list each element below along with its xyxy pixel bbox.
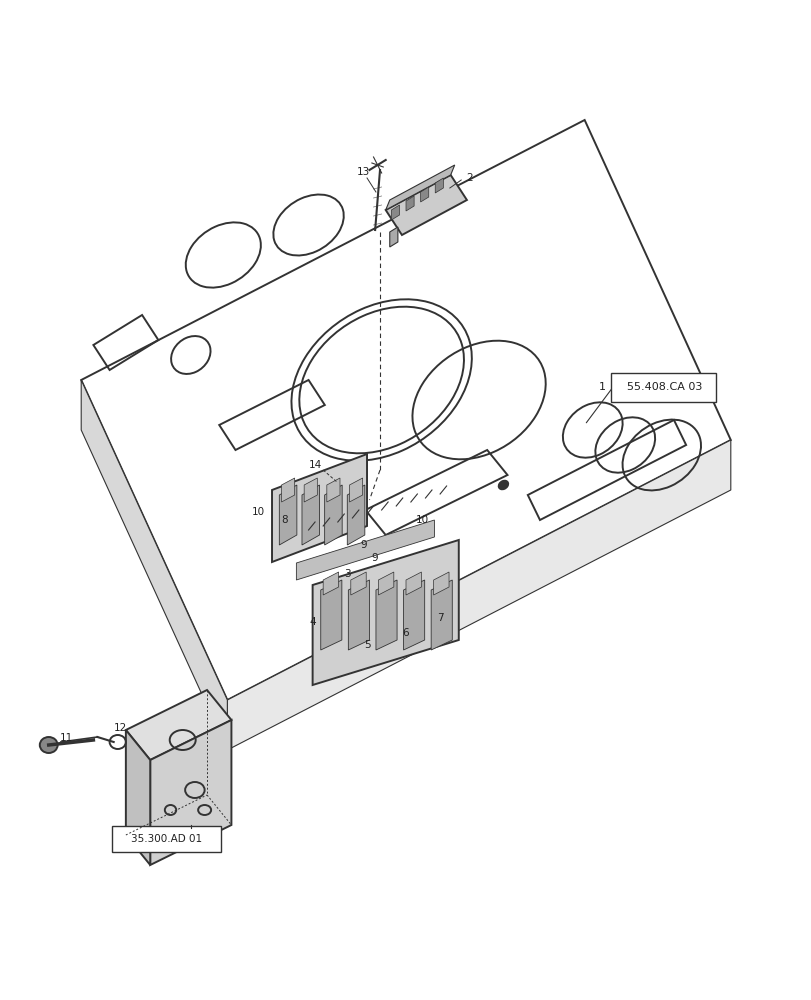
FancyBboxPatch shape (112, 826, 221, 852)
Polygon shape (385, 175, 466, 235)
Text: 5: 5 (364, 640, 371, 650)
Polygon shape (272, 454, 367, 562)
Polygon shape (391, 205, 399, 220)
Ellipse shape (498, 481, 508, 489)
Polygon shape (324, 485, 341, 545)
Polygon shape (323, 572, 338, 595)
Text: 3: 3 (344, 569, 350, 579)
Text: 2: 2 (466, 173, 472, 183)
Polygon shape (302, 485, 320, 545)
Text: 6: 6 (402, 628, 409, 638)
Polygon shape (150, 720, 231, 865)
Polygon shape (348, 580, 369, 650)
Polygon shape (347, 485, 364, 545)
Polygon shape (406, 572, 421, 595)
Polygon shape (279, 485, 297, 545)
Polygon shape (375, 580, 397, 650)
Text: 9: 9 (371, 553, 378, 563)
Polygon shape (349, 478, 363, 502)
Polygon shape (403, 580, 424, 650)
Text: 14: 14 (308, 460, 321, 470)
Text: 9: 9 (360, 540, 367, 550)
Polygon shape (296, 520, 434, 580)
Polygon shape (81, 380, 227, 750)
Polygon shape (389, 227, 397, 247)
Text: 10: 10 (415, 515, 428, 525)
Polygon shape (350, 572, 366, 595)
FancyBboxPatch shape (611, 373, 715, 402)
Text: 1: 1 (599, 382, 605, 392)
Polygon shape (420, 187, 428, 202)
Polygon shape (406, 196, 414, 211)
Polygon shape (385, 165, 454, 210)
Text: 8: 8 (281, 515, 287, 525)
Polygon shape (281, 478, 294, 502)
Text: 35.300.AD 01: 35.300.AD 01 (131, 834, 202, 844)
Polygon shape (312, 540, 458, 685)
Polygon shape (378, 572, 393, 595)
Polygon shape (326, 478, 340, 502)
Text: 10: 10 (251, 507, 264, 517)
Text: 13: 13 (357, 167, 370, 177)
Polygon shape (126, 730, 150, 865)
Polygon shape (126, 690, 231, 760)
Text: 11: 11 (60, 733, 73, 743)
Polygon shape (433, 572, 448, 595)
Polygon shape (431, 580, 452, 650)
Polygon shape (227, 440, 730, 750)
Ellipse shape (40, 737, 58, 753)
Text: 12: 12 (114, 723, 127, 733)
Text: 7: 7 (436, 613, 443, 623)
Polygon shape (435, 178, 443, 193)
Text: 4: 4 (309, 617, 315, 627)
Text: 55.408.CA 03: 55.408.CA 03 (626, 382, 701, 392)
Polygon shape (320, 580, 341, 650)
Polygon shape (304, 478, 317, 502)
